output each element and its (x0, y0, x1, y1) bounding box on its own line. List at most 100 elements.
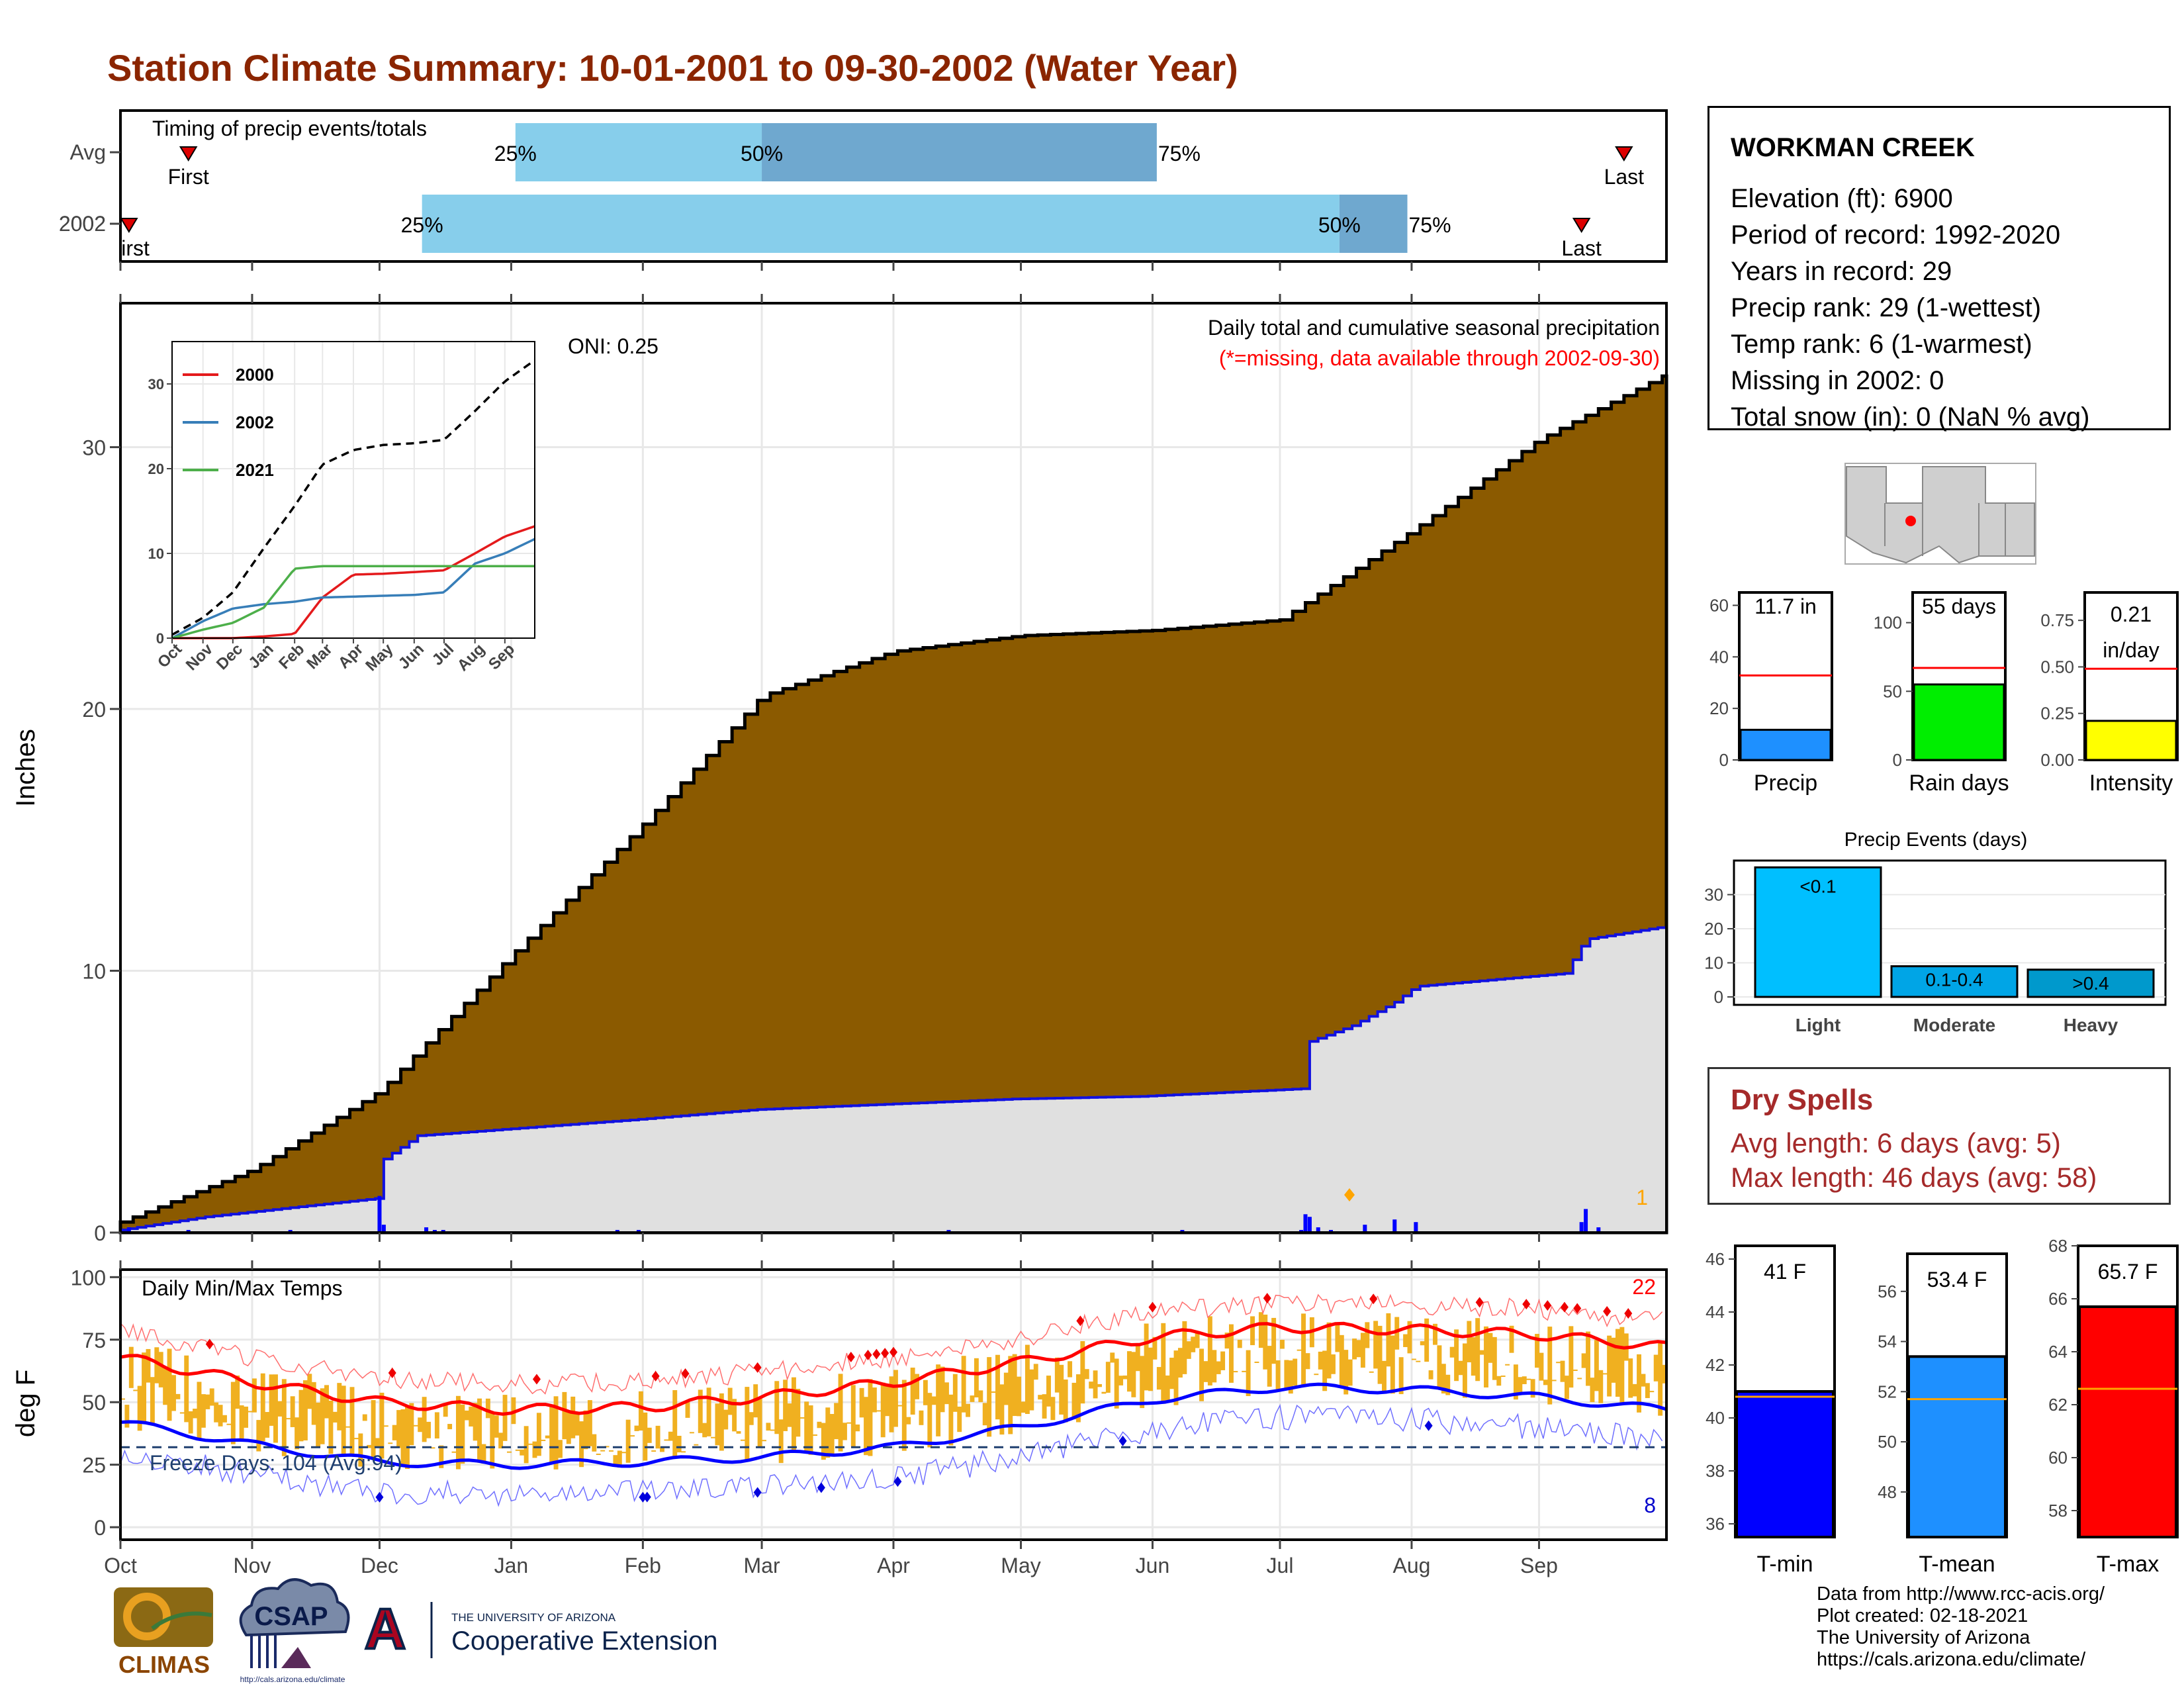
daily-temp-bar (723, 1409, 729, 1430)
hot-days-count: 22 (1632, 1275, 1656, 1299)
daily-temp-bar (553, 1396, 559, 1470)
daily-temp-bar (1097, 1383, 1102, 1387)
daily-temp-bar (774, 1381, 780, 1434)
daily-temp-bar (558, 1440, 563, 1458)
avg-cumulative-area (118, 374, 1668, 1235)
temp-x-tick-label: Feb (625, 1554, 661, 1577)
daily-temp-bar (1046, 1376, 1051, 1407)
daily-temp-bar (490, 1413, 495, 1469)
temp-summary-tick-label: 44 (1706, 1302, 1725, 1322)
temp-summary-value: 65.7 F (2098, 1260, 2158, 1284)
summary-bar-rain-days: 55 days Rain days 0 50 100 (1874, 591, 2009, 796)
daily-temp-bar (507, 1451, 512, 1453)
events-category-label: Moderate (1913, 1015, 1995, 1035)
daily-temp-bar (757, 1397, 762, 1447)
daily-temp-bar (413, 1425, 418, 1427)
summary-bar-value: 11.7 in (1754, 594, 1817, 618)
daily-temp-bar (163, 1367, 168, 1405)
daily-temp-bar (1156, 1367, 1161, 1390)
daily-temp-bar (443, 1403, 448, 1417)
summary-bar-tick-label: 0.00 (2040, 750, 2074, 770)
daily-temp-bar (885, 1386, 890, 1417)
daily-temp-bar (651, 1450, 657, 1452)
daily-temp-bar (434, 1412, 439, 1439)
daily-temp-bar (1242, 1370, 1247, 1372)
daily-temp-bar (1416, 1360, 1421, 1362)
daily-temp-bar (1059, 1364, 1064, 1415)
last-event-label: Last (1561, 236, 1602, 260)
daily-temp-bar (1012, 1354, 1017, 1417)
record-high-marker (1573, 1303, 1582, 1314)
daily-temp-bar (842, 1423, 847, 1440)
daily-temp-bar (672, 1390, 678, 1457)
daily-temp-bar (244, 1406, 249, 1428)
daily-temp-bar (936, 1364, 941, 1436)
daily-temp-bar (451, 1451, 457, 1453)
temp-summary-t-min: 41 F T-min 36 38 40 42 44 46 (1706, 1244, 1836, 1577)
daily-temp-bar (664, 1439, 669, 1441)
daily-temp-bar (1084, 1369, 1089, 1380)
timing-p50-label: 50% (741, 142, 783, 165)
daily-precip-bar (1307, 1217, 1312, 1233)
record-high-marker (889, 1346, 897, 1358)
daily-temp-bar (269, 1374, 274, 1426)
record-high-marker (1543, 1300, 1552, 1311)
daily-temp-bar (226, 1423, 232, 1425)
daily-temp-bar (1144, 1323, 1149, 1391)
daily-temp-bar (770, 1429, 775, 1431)
daily-temp-bar (375, 1438, 380, 1447)
daily-temp-bar (520, 1449, 525, 1456)
daily-temp-bar (876, 1410, 882, 1412)
daily-temp-bar (940, 1366, 945, 1413)
station-elevation: Elevation (ft): 6900 (1731, 184, 1953, 213)
temp-summary-fill (1735, 1390, 1835, 1538)
summary-bars: 11.7 in Precip 0 20 40 60 55 days Rain days 0 50 1… (1709, 591, 2179, 796)
daily-temp-bar (1195, 1332, 1200, 1348)
daily-temp-bar (1280, 1339, 1285, 1349)
daily-temp-bar (715, 1403, 720, 1446)
daily-temp-bar (1505, 1364, 1510, 1366)
daily-temp-bar (609, 1450, 614, 1452)
daily-temp-bar (218, 1405, 223, 1427)
temp-y-tick-label: 25 (82, 1454, 106, 1477)
daily-temp-bar (248, 1411, 253, 1413)
daily-temp-bar (273, 1374, 278, 1443)
climas-logo-text: CLIMAS (118, 1651, 210, 1678)
record-low-marker (817, 1482, 825, 1493)
daily-temp-bar (1080, 1340, 1085, 1404)
daily-temp-bar (1356, 1340, 1361, 1358)
daily-temp-bar (1148, 1347, 1153, 1391)
daily-temp-bar (1572, 1370, 1578, 1372)
timing-bar-25-50 (515, 123, 762, 181)
precip-count: 1 (1636, 1186, 1648, 1209)
station-period: Period of record: 1992-2020 (1731, 220, 2061, 250)
timing-bar-50-75 (762, 123, 1157, 181)
daily-temp-bar (817, 1421, 822, 1429)
daily-temp-bar (1220, 1351, 1226, 1370)
summary-bar-tick-label: 50 (1883, 681, 1902, 701)
daily-temp-bar (850, 1385, 856, 1446)
summary-bar-label: Rain days (1909, 771, 2009, 796)
precip-x-ticks (119, 294, 1540, 1242)
first-event-marker (120, 218, 138, 233)
daily-temp-bar (298, 1389, 304, 1442)
record-high-marker (1560, 1301, 1569, 1313)
daily-temp-bar (1560, 1360, 1565, 1382)
daily-temp-bar (353, 1438, 359, 1440)
temp-summary-fill (1907, 1355, 2007, 1538)
max-precip-marker (1344, 1188, 1355, 1201)
station-years: Years in record: 29 (1731, 257, 1952, 286)
daily-temp-bar (1207, 1316, 1212, 1385)
daily-temp-bar (1403, 1334, 1408, 1347)
temp-daily-bars (120, 1312, 1667, 1470)
daily-temp-bar (1522, 1376, 1527, 1384)
daily-temp-bar (1305, 1353, 1310, 1370)
daily-temp-bar (961, 1356, 966, 1413)
daily-temp-bar (1008, 1356, 1013, 1434)
daily-temp-bar (1331, 1354, 1336, 1374)
record-high-marker (1475, 1297, 1484, 1308)
daily-temp-bar (1437, 1345, 1442, 1387)
summary-bar-value: 0.21 (2111, 602, 2152, 626)
timing-bar-25-50 (422, 195, 1340, 253)
daily-temp-bar (570, 1396, 576, 1438)
